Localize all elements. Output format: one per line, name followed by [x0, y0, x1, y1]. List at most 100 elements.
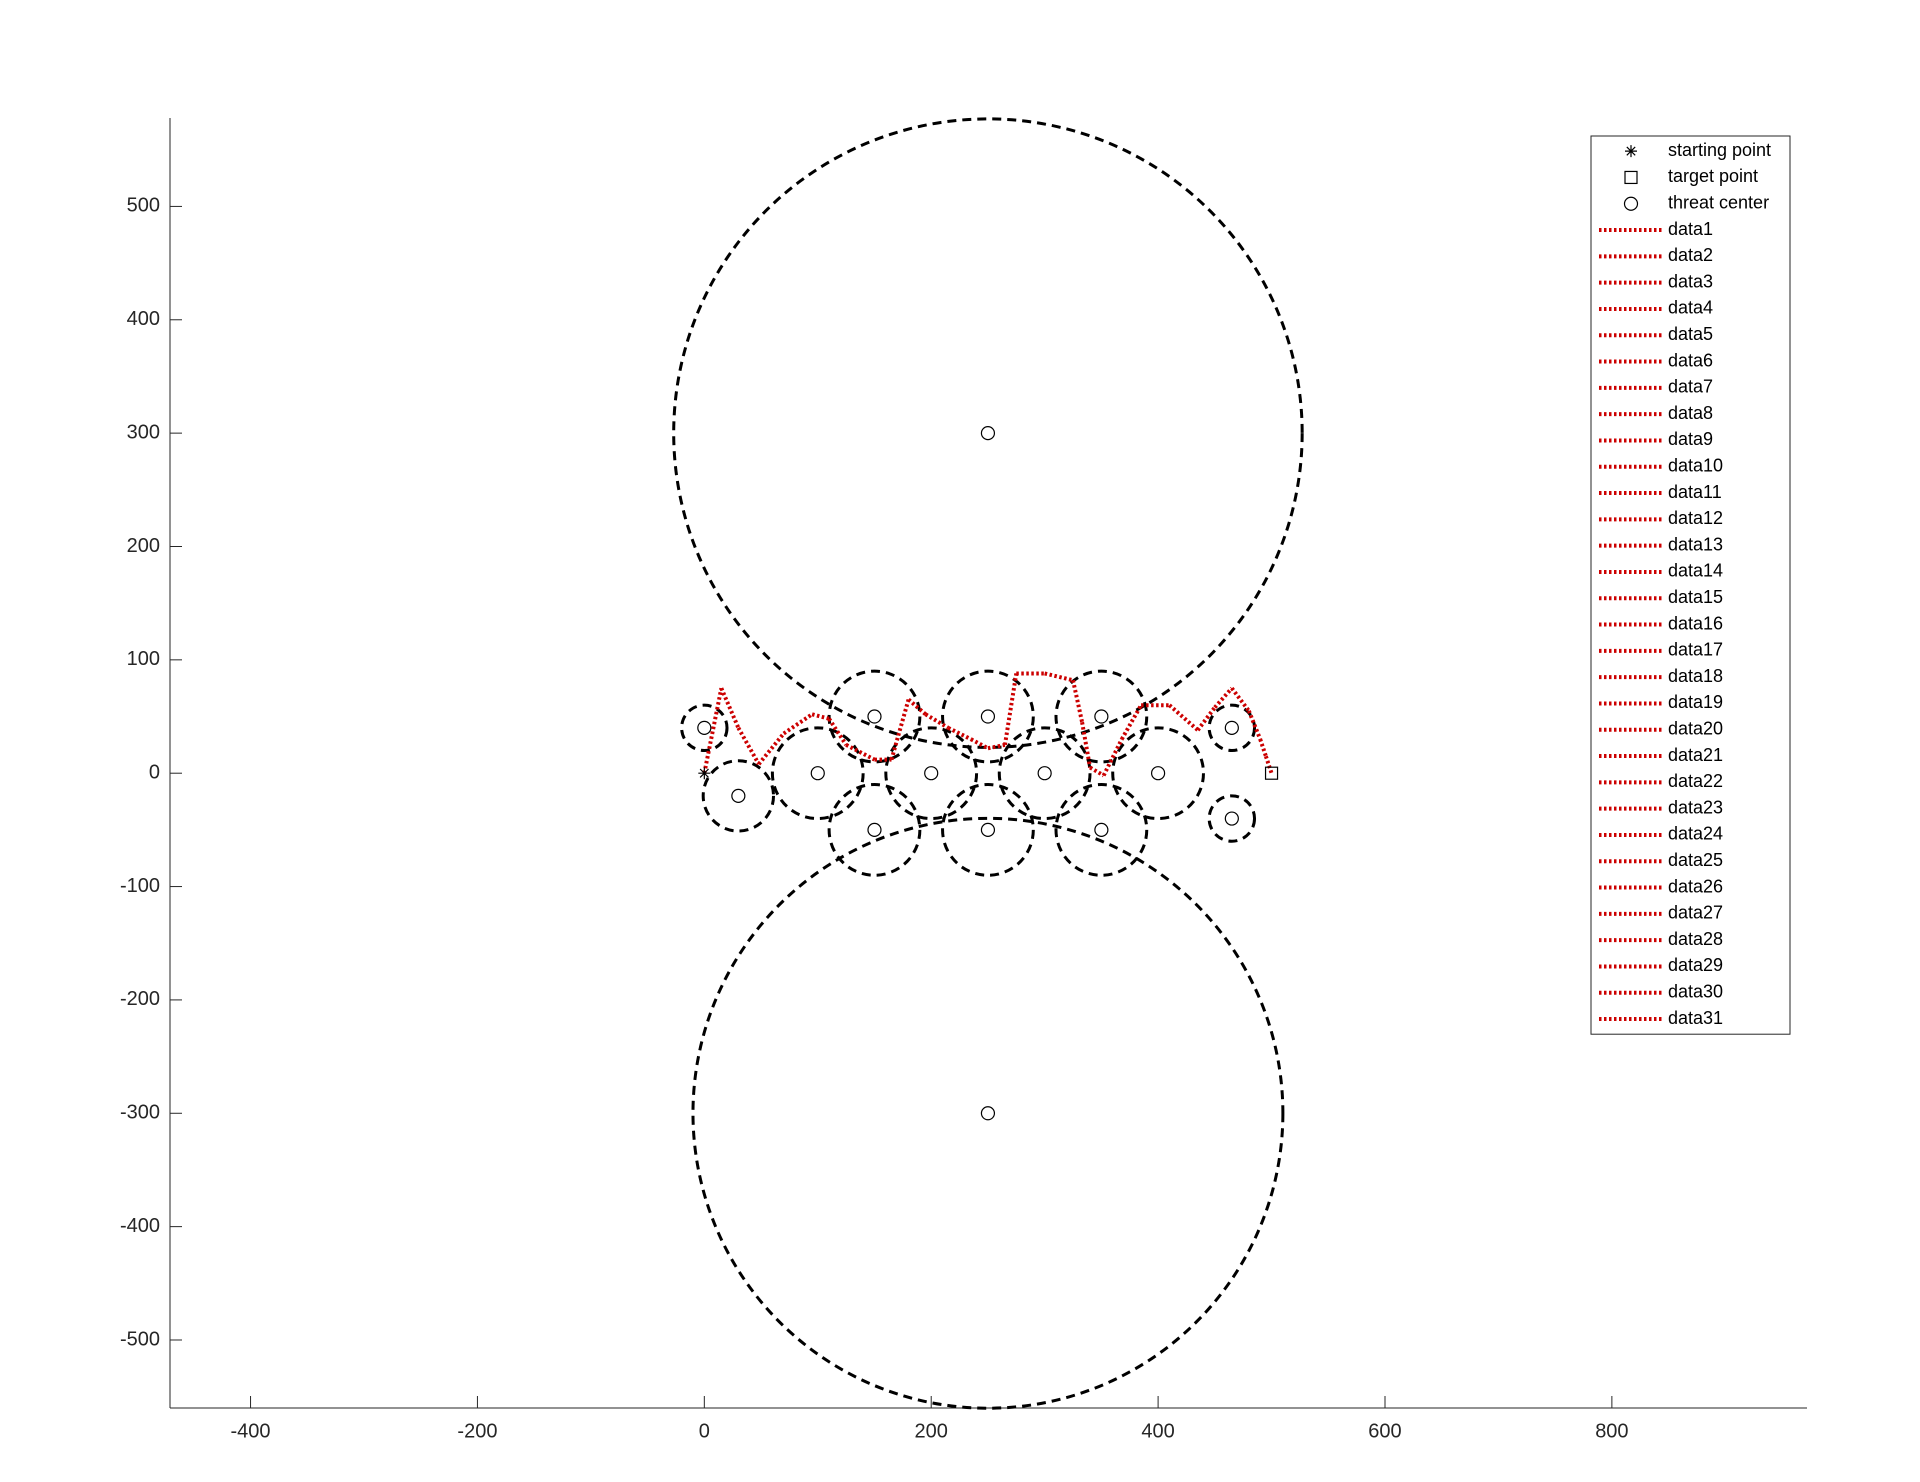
x-tick-label: 0 — [699, 1420, 710, 1442]
x-tick-label: -200 — [457, 1420, 497, 1442]
threat-zone — [827, 669, 922, 764]
legend-label: threat center — [1668, 193, 1769, 213]
threat-zone — [827, 783, 922, 877]
threat-center — [1224, 811, 1239, 826]
threat-center — [731, 788, 746, 803]
legend-label: data11 — [1668, 482, 1722, 502]
legend-label: data2 — [1668, 245, 1713, 265]
legend-label: data19 — [1668, 692, 1723, 712]
legend-label: data17 — [1668, 640, 1723, 660]
y-tick-label: 200 — [127, 535, 160, 557]
path-segment — [907, 698, 927, 716]
legend-label: data1 — [1668, 219, 1713, 239]
path-segment — [1120, 704, 1143, 741]
threat-zone — [672, 117, 1304, 749]
path-segment — [889, 698, 911, 761]
x-tick-label: 800 — [1595, 1420, 1628, 1442]
y-tick-label: 400 — [127, 308, 160, 330]
legend-label: data12 — [1668, 508, 1723, 528]
path-segment — [702, 687, 724, 774]
legend-label: data4 — [1668, 298, 1713, 318]
threat-center — [1150, 766, 1166, 781]
legend-label: data28 — [1668, 929, 1723, 949]
path-segment — [1089, 765, 1105, 778]
path-segment — [719, 687, 741, 729]
x-tick-label: 600 — [1368, 1420, 1401, 1442]
legend-label: data9 — [1668, 429, 1713, 449]
y-tick-label: -400 — [120, 1215, 160, 1237]
threat-center — [1224, 720, 1239, 735]
legend-label: data5 — [1668, 324, 1713, 344]
legend-label: data18 — [1668, 666, 1723, 686]
path-segment — [1101, 738, 1124, 777]
threat-center — [980, 822, 996, 837]
path-segment — [1071, 679, 1085, 723]
path-segment — [1044, 671, 1074, 683]
legend-label: data31 — [1668, 1008, 1723, 1028]
path-segment — [1263, 755, 1274, 774]
y-tick-label: -300 — [120, 1102, 160, 1124]
y-tick-label: -200 — [120, 988, 160, 1010]
threat-center — [1094, 822, 1109, 837]
legend-label: data3 — [1668, 271, 1713, 291]
legend-label: data29 — [1668, 955, 1723, 975]
legend-label: data20 — [1668, 719, 1723, 739]
legend-symbol — [1623, 196, 1639, 211]
legend-symbol — [1625, 145, 1637, 158]
legend-box — [1590, 135, 1791, 1035]
path-segment — [947, 726, 972, 741]
threat-center — [1094, 709, 1109, 724]
path-segment — [924, 712, 950, 730]
y-tick-label: 100 — [127, 648, 160, 670]
x-tick-label: 200 — [915, 1420, 948, 1442]
legend-label: data25 — [1668, 850, 1723, 870]
legend-label: data27 — [1668, 903, 1723, 923]
threat-center — [924, 766, 939, 781]
legend: starting point target point threat center d… — [1590, 135, 1791, 1035]
legend-label: data10 — [1668, 456, 1723, 476]
threat-zone — [1111, 726, 1205, 821]
threat-center — [697, 720, 712, 735]
legend-label: data14 — [1668, 561, 1723, 581]
path-segment — [1213, 686, 1234, 709]
path-segment — [736, 726, 761, 766]
threat-center — [980, 1106, 996, 1121]
threat-zone — [1207, 703, 1257, 753]
legend-label: data13 — [1668, 534, 1723, 554]
legend-label: data24 — [1668, 824, 1723, 844]
threat-zone — [1054, 669, 1149, 764]
y-tick-label: -500 — [120, 1328, 160, 1350]
legend-label: data15 — [1668, 587, 1723, 607]
path-segment — [1002, 673, 1019, 746]
x-tick-label: -400 — [231, 1420, 271, 1442]
start-marker — [698, 767, 711, 780]
x-tick-label: 400 — [1141, 1420, 1174, 1442]
y-tick-label: 0 — [149, 761, 160, 783]
threat-center — [867, 709, 882, 724]
y-tick-label: -100 — [120, 875, 160, 897]
path-segment — [1168, 703, 1200, 732]
threat-zone — [1207, 794, 1257, 843]
path-segment — [782, 712, 814, 736]
legend-label: data30 — [1668, 982, 1723, 1002]
path-segment — [1258, 738, 1268, 757]
legend-label: data16 — [1668, 613, 1723, 633]
y-tick-label: 300 — [127, 421, 160, 443]
legend-label: data8 — [1668, 403, 1713, 423]
threat-zone — [701, 759, 776, 833]
legend-symbol — [1624, 170, 1638, 185]
threat-zone — [941, 783, 1035, 877]
y-tick-label: 500 — [127, 195, 160, 217]
threat-center — [980, 709, 996, 724]
target-marker — [1264, 766, 1279, 780]
threat-zone — [884, 726, 979, 821]
threat-center — [980, 426, 996, 441]
legend-label: data26 — [1668, 876, 1723, 896]
legend-label: starting point — [1668, 140, 1771, 160]
path-segment — [1230, 686, 1251, 713]
threat-zone — [997, 726, 1092, 821]
legend-label: target point — [1668, 166, 1758, 186]
path-segment — [1246, 710, 1263, 740]
